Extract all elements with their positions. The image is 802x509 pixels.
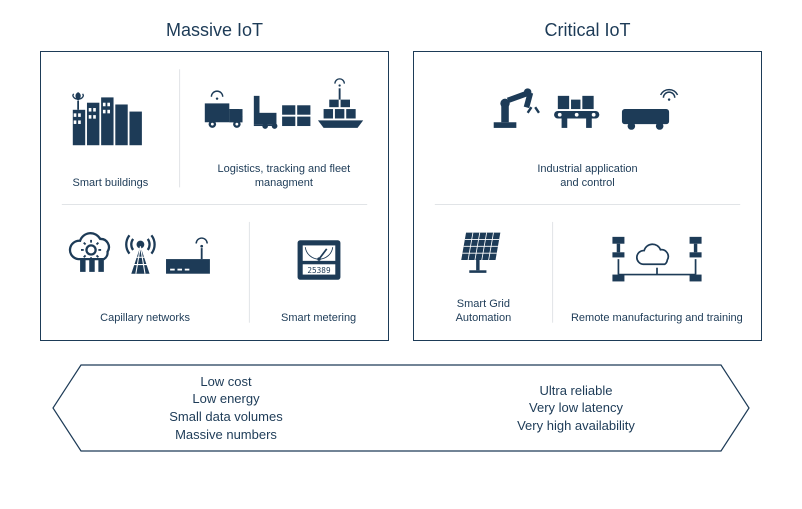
banner-line: Very high availability bbox=[517, 417, 635, 435]
right-column: Critical IoT bbox=[413, 20, 762, 341]
industrial-icon bbox=[422, 62, 753, 157]
caption: Smart metering bbox=[281, 312, 356, 326]
banner-line: Very low latency bbox=[529, 399, 623, 417]
left-panel: Smart buildings bbox=[40, 51, 389, 341]
banner-line: Ultra reliable bbox=[540, 382, 613, 400]
cell-capillary: Capillary networks bbox=[41, 205, 249, 340]
right-title: Critical IoT bbox=[544, 20, 630, 41]
caption: Smart GridAutomation bbox=[456, 298, 512, 326]
logistics-icon bbox=[188, 62, 380, 157]
left-column: Massive IoT bbox=[40, 20, 389, 341]
cell-industrial: Industrial applicationand control bbox=[414, 52, 761, 205]
cell-logistics: Logistics, tracking and fleetmanagment bbox=[180, 52, 388, 205]
cell-smart-buildings: Smart buildings bbox=[41, 52, 180, 205]
right-panel: Industrial applicationand control bbox=[413, 51, 762, 341]
cell-remote-mfg: Remote manufacturing and training bbox=[553, 205, 761, 340]
caption: Industrial applicationand control bbox=[537, 163, 637, 191]
cell-metering: 25389 Smart metering bbox=[249, 205, 388, 340]
caption: Smart buildings bbox=[72, 177, 148, 191]
banner-right: Ultra reliableVery low latencyVery high … bbox=[401, 363, 751, 453]
caption: Remote manufacturing and training bbox=[571, 312, 743, 326]
banner-left: Low costLow energySmall data volumesMass… bbox=[51, 363, 401, 453]
buildings-icon bbox=[49, 62, 172, 171]
banner-line: Massive numbers bbox=[175, 426, 277, 444]
capillary-icon bbox=[49, 215, 241, 307]
caption: Capillary networks bbox=[100, 312, 190, 326]
meter-icon: 25389 bbox=[257, 215, 380, 307]
banner: Low costLow energySmall data volumesMass… bbox=[51, 363, 751, 453]
banner-wrap: Low costLow energySmall data volumesMass… bbox=[40, 363, 762, 453]
left-title: Massive IoT bbox=[166, 20, 263, 41]
svg-text:25389: 25389 bbox=[307, 266, 331, 275]
banner-line: Low energy bbox=[192, 390, 259, 408]
banner-line: Small data volumes bbox=[169, 408, 282, 426]
solar-icon bbox=[422, 215, 545, 293]
banner-line: Low cost bbox=[200, 373, 251, 391]
remote-icon bbox=[561, 215, 753, 307]
columns: Massive IoT bbox=[40, 20, 762, 341]
caption: Logistics, tracking and fleetmanagment bbox=[218, 163, 351, 191]
cell-smart-grid: Smart GridAutomation bbox=[414, 205, 553, 340]
